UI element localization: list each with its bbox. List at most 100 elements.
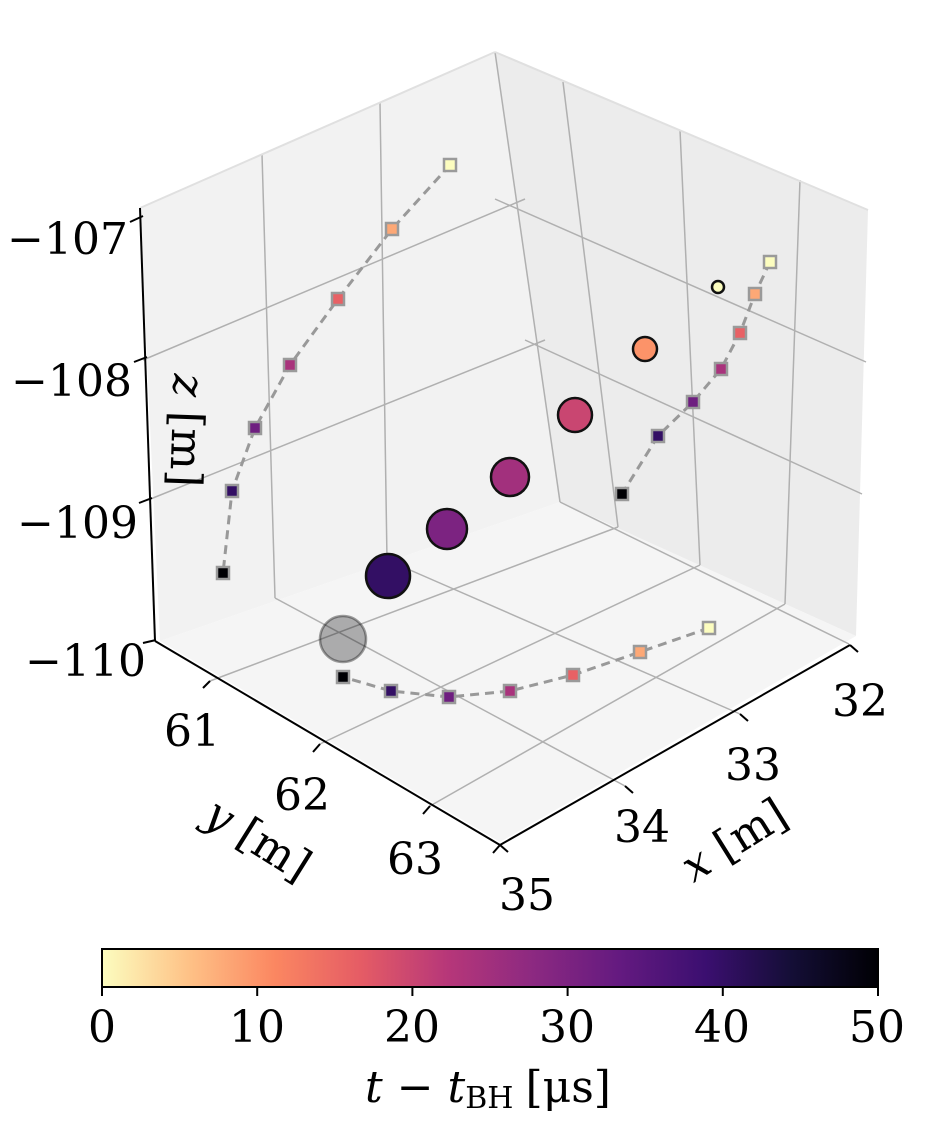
grid-line [142,198,526,361]
colorbar-label-sub: BH [465,1081,513,1116]
scatter-point [489,456,531,498]
colorbar: 0 10 20 30 40 50 t − tBH [μs] [88,948,905,1116]
x-tick-label: 35 [499,870,555,921]
z-tick-labels: −107 −108 −109 −110 [7,214,146,687]
y-tick-mark [492,844,501,854]
x-tick-label: 34 [614,802,670,853]
back-right-pane [495,52,868,636]
grid-line [562,81,619,528]
grid-lines [142,51,867,807]
grid-line [784,179,801,605]
z-tick-label: −110 [25,636,146,687]
projection-marker [442,157,458,173]
z-tick-label: −108 [11,356,132,407]
colorbar-label-main: t − t [365,1062,466,1113]
grid-line [147,339,546,501]
projection-marker [215,565,231,581]
projection-yz [614,254,778,502]
scatter-point [710,279,726,295]
grid-line [319,564,701,745]
colorbar-tick-label: 10 [229,1002,285,1053]
projection-marker [713,361,729,377]
scatter-point [364,552,412,600]
y-tick-label: 63 [387,834,443,885]
projection-marker [441,689,457,705]
y-tick-mark [312,743,321,753]
projection-marker [701,620,717,636]
x-tick-label: 32 [832,676,888,727]
projection-marker [502,683,518,699]
x-tick-mark [499,844,509,853]
projection-marker [632,644,648,660]
projection-marker [335,669,351,685]
grid-line [386,559,741,715]
colorbar-tick-label: 30 [539,1002,595,1053]
z-tick-label: −107 [7,214,128,265]
y-axis-line [154,640,501,846]
z-tick-mark [129,215,144,223]
colorbar-gradient [101,948,879,988]
x-tick-mark [624,785,634,794]
x-axis-line [499,644,851,846]
x-axis-label: x [m] [672,789,796,893]
grid-line [429,603,786,807]
x-tick-mark [849,644,859,653]
pane-edge [494,51,869,211]
grid-line [524,339,863,495]
projection-marker [330,291,346,307]
x-tick-label: 33 [725,740,781,791]
grid-line [494,51,561,503]
z-axis-label: z [m] [159,372,214,488]
y-tick-mark [202,680,211,689]
back-left-pane [140,52,560,641]
grid-line [679,129,701,566]
colorbar-tick-label: 20 [384,1002,440,1053]
z-tick-label: −109 [17,498,138,549]
scatter-point [556,396,594,434]
scatter-points [318,279,726,664]
z-axis-label-unit: [m] [159,410,213,488]
grid-line [209,526,619,682]
colorbar-label-unit: [μs] [525,1062,611,1113]
y-tick-labels: 61 62 63 [164,706,443,885]
projection-xz [215,157,458,581]
grid-line [559,501,850,645]
grid-line [261,153,276,599]
z-tick-mark [133,356,148,363]
axes-panes [140,52,868,842]
x-axis-label-unit: [m] [705,789,797,873]
pane-edges [139,51,869,211]
x-tick-labels: 32 33 34 35 [499,676,888,921]
scatter-point [425,507,469,551]
z-tick-mark [138,497,153,504]
projection-marker [762,254,778,270]
projection-marker [747,286,763,302]
projection-marker [247,420,263,436]
y-tick-label: 62 [274,770,330,821]
x-axis-label-var: x [672,836,720,892]
projection-marker [685,394,701,410]
z-axis-label-var: z [162,372,214,399]
z-tick-mark [142,639,157,644]
pane-edge [139,51,496,209]
colorbar-tick-label: 40 [694,1002,750,1053]
y-tick-mark [422,805,431,815]
y-tick-label: 61 [164,706,220,757]
floor-pane [160,502,856,842]
scatter-point [631,335,659,363]
z-axis-line [139,207,156,642]
x-tick-mark [739,713,749,722]
colorbar-tick-label: 50 [849,1002,905,1053]
projection-marker [732,325,748,341]
projection-marker [383,683,399,699]
projection-marker [282,357,298,373]
grid-line [494,198,867,363]
axis-lines [129,207,859,854]
scatter-point [318,614,368,664]
projection-xy [335,620,717,705]
projection-marker [650,428,666,444]
projection-marker [565,667,581,683]
projection-marker [224,483,240,499]
colorbar-tick-label: 0 [88,1002,116,1053]
